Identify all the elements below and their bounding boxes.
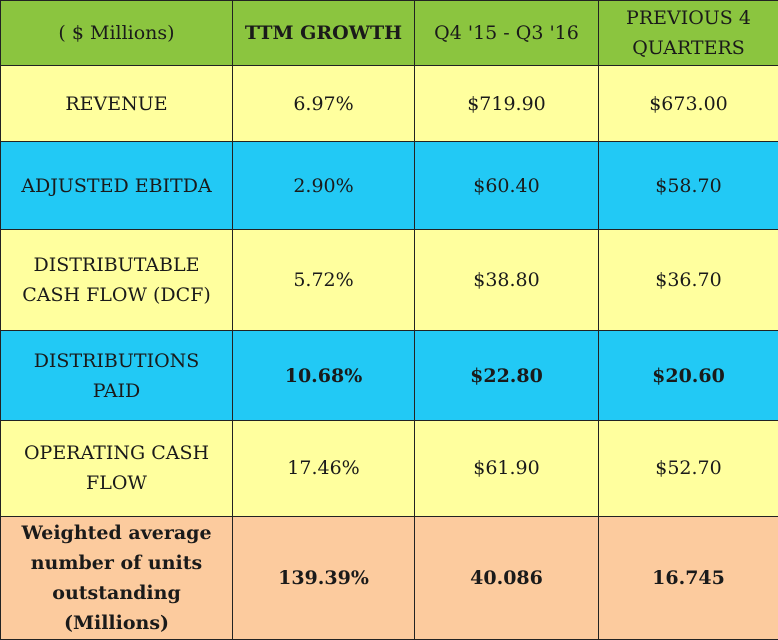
table-header-row: ( $ Millions) TTM GROWTH Q4 '15 - Q3 '16…: [0, 0, 778, 67]
header-ttm-growth: TTM GROWTH: [232, 0, 415, 67]
row-label: Weighted average number of units outstan…: [0, 515, 233, 640]
row-current: $61.90: [414, 419, 599, 517]
row-previous: $36.70: [598, 229, 778, 332]
row-previous: $52.70: [598, 419, 778, 517]
row-growth: 139.39%: [232, 515, 415, 640]
row-current: $60.40: [414, 141, 599, 231]
header-current-period: Q4 '15 - Q3 '16: [414, 0, 599, 67]
table-row-revenue: REVENUE 6.97% $719.90 $673.00: [0, 65, 778, 143]
table-row-adjusted-ebitda: ADJUSTED EBITDA 2.90% $60.40 $58.70: [0, 141, 778, 231]
row-label: DISTRIBUTABLE CASH FLOW (DCF): [0, 229, 233, 332]
row-current: $719.90: [414, 65, 599, 143]
row-label: DISTRIBUTIONS PAID: [0, 330, 233, 421]
row-growth: 2.90%: [232, 141, 415, 231]
row-label: OPERATING CASH FLOW: [0, 419, 233, 517]
row-growth: 6.97%: [232, 65, 415, 143]
header-previous-quarters: PREVIOUS 4 QUARTERS: [598, 0, 778, 67]
table-row-weighted-units: Weighted average number of units outstan…: [0, 515, 778, 640]
row-label: ADJUSTED EBITDA: [0, 141, 233, 231]
row-growth: 17.46%: [232, 419, 415, 517]
row-current: 40.086: [414, 515, 599, 640]
row-previous: $58.70: [598, 141, 778, 231]
table-row-operating-cash-flow: OPERATING CASH FLOW 17.46% $61.90 $52.70: [0, 419, 778, 517]
row-growth: 5.72%: [232, 229, 415, 332]
table-row-distributions-paid: DISTRIBUTIONS PAID 10.68% $22.80 $20.60: [0, 330, 778, 421]
row-growth: 10.68%: [232, 330, 415, 421]
header-units: ( $ Millions): [0, 0, 233, 67]
row-current: $22.80: [414, 330, 599, 421]
row-label: REVENUE: [0, 65, 233, 143]
table-row-dcf: DISTRIBUTABLE CASH FLOW (DCF) 5.72% $38.…: [0, 229, 778, 332]
row-previous: $673.00: [598, 65, 778, 143]
row-previous: $20.60: [598, 330, 778, 421]
row-previous: 16.745: [598, 515, 778, 640]
row-current: $38.80: [414, 229, 599, 332]
